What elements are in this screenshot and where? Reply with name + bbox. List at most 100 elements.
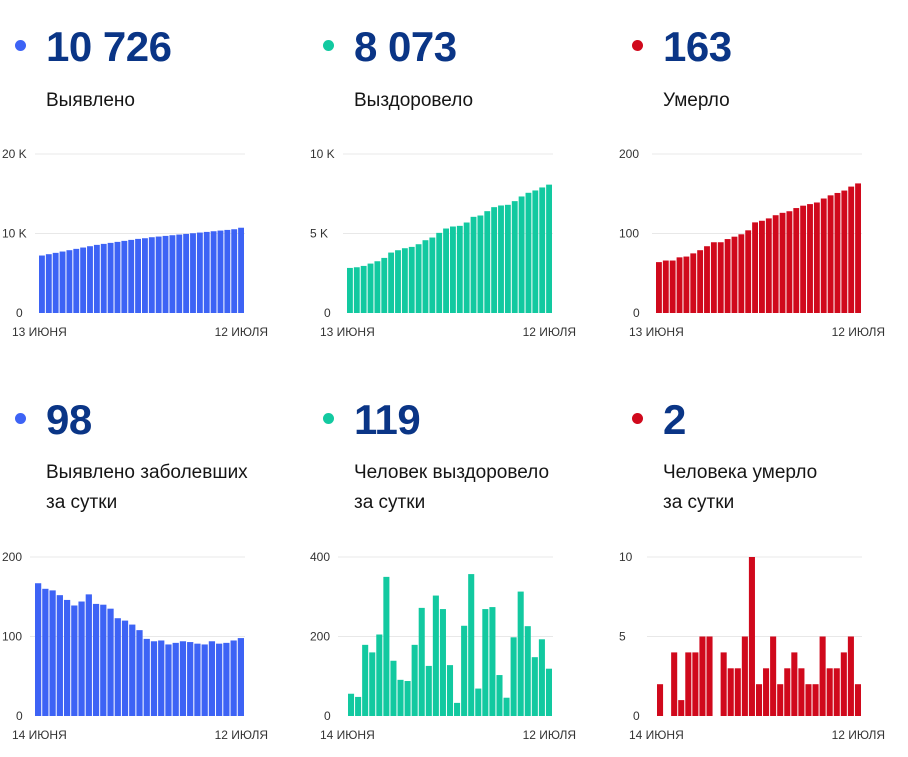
chart-detected-total: 0 10 K 20 K 13 ИЮНЯ 12 ИЮЛЯ (2, 147, 268, 339)
bar (482, 609, 489, 716)
bar (848, 186, 855, 313)
bar (107, 242, 114, 313)
bar (450, 226, 456, 313)
bar (348, 693, 355, 716)
total-label: Выздоровело (354, 90, 474, 111)
bar (727, 668, 734, 716)
bar (121, 620, 129, 716)
bar (196, 232, 203, 313)
legend-dot-red (632, 413, 643, 424)
bar (748, 557, 755, 716)
bar (238, 227, 244, 313)
panel-deaths-daily: 2 Человека умерло за сутки (617, 378, 908, 748)
bar (820, 198, 827, 313)
bar (475, 688, 482, 716)
bar (498, 205, 504, 313)
bar (59, 251, 66, 313)
bar (129, 624, 136, 716)
bar (404, 681, 411, 716)
bar (71, 605, 78, 716)
total-label: Умерло (663, 90, 730, 111)
bar (114, 618, 121, 716)
bar (704, 246, 710, 313)
x-end-label: 12 ИЮЛЯ (215, 728, 268, 742)
x-start-label: 14 ИЮНЯ (629, 728, 684, 742)
bar (390, 660, 397, 716)
bar (545, 668, 552, 716)
bar (446, 665, 454, 716)
bar (770, 636, 777, 716)
bar (172, 642, 179, 716)
bar (142, 238, 148, 313)
legend-dot-green (323, 413, 334, 424)
bar (841, 190, 848, 313)
x-end-label: 12 ИЮЛЯ (832, 325, 885, 339)
bar (657, 684, 664, 716)
y-tick-label: 10 K (310, 147, 335, 161)
bar (155, 236, 162, 313)
bar (511, 201, 518, 313)
bar (531, 657, 538, 716)
legend-dot-blue (15, 413, 26, 424)
panel-recovered-daily: 119 Человек выздоровело за сутки (308, 378, 608, 748)
panel-detected-total: 10 726 Выявлено (0, 0, 300, 370)
bar (223, 642, 230, 716)
bar (353, 267, 360, 313)
chart-recovered-total: 0 5 K 10 K 13 ИЮНЯ 12 ИЮЛЯ (310, 147, 576, 339)
bar (347, 267, 353, 313)
bar (734, 668, 741, 716)
bar (692, 652, 699, 716)
bar (183, 233, 190, 313)
bar (92, 603, 100, 716)
bar (201, 644, 208, 716)
bar (176, 234, 183, 313)
bar (169, 235, 176, 313)
bar (496, 675, 503, 716)
x-end-label: 12 ИЮЛЯ (523, 728, 576, 742)
bar (745, 230, 752, 313)
bar (187, 642, 194, 716)
chart-deaths-daily: 0 5 10 14 ИЮНЯ 12 ИЮЛЯ (619, 550, 885, 742)
bar (833, 668, 840, 716)
bar (793, 208, 800, 313)
bar (148, 237, 155, 313)
bar (80, 247, 87, 313)
bar (484, 211, 491, 313)
bar (411, 644, 418, 716)
legend-dot-green (323, 40, 334, 51)
y-tick-label: 0 (16, 306, 23, 320)
bar (73, 248, 80, 313)
daily-value: 2 (663, 396, 686, 443)
x-start-label: 14 ИЮНЯ (320, 728, 375, 742)
bar (470, 216, 477, 313)
bar (100, 243, 107, 313)
bar (456, 225, 463, 313)
bar (362, 644, 369, 716)
bar (231, 229, 238, 313)
x-end-label: 12 ИЮЛЯ (523, 325, 576, 339)
bar (388, 252, 395, 313)
bar (360, 265, 367, 313)
bar (93, 244, 100, 313)
bar (826, 668, 833, 716)
bar (759, 220, 765, 313)
y-tick-label: 100 (619, 227, 639, 241)
y-tick-label: 20 K (2, 147, 27, 161)
bar (524, 626, 531, 716)
bar (194, 643, 201, 716)
bar (381, 257, 388, 313)
y-tick-label: 10 K (2, 227, 27, 241)
bar (208, 641, 216, 716)
bar (49, 590, 56, 716)
bar (717, 242, 724, 313)
bar (429, 237, 436, 313)
total-value: 163 (663, 23, 732, 70)
bar (63, 599, 71, 716)
bar (763, 668, 770, 716)
bar (827, 195, 834, 313)
y-tick-label: 5 (619, 630, 626, 644)
chart-deaths-total: 0 100 200 13 ИЮНЯ 12 ИЮЛЯ (619, 147, 885, 339)
bar (224, 229, 231, 313)
bar (765, 218, 772, 313)
bar (812, 684, 819, 716)
